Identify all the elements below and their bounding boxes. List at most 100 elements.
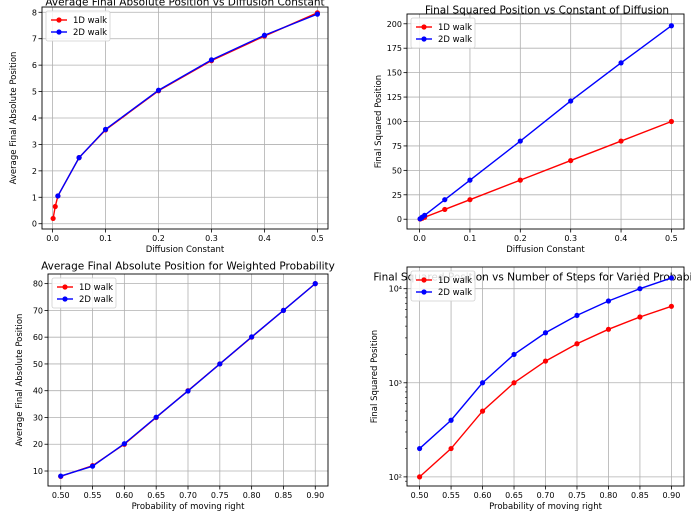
legend: 1D walk 2D walk bbox=[51, 277, 117, 309]
x-tick-label: 0.50 bbox=[411, 491, 429, 500]
data-point bbox=[668, 303, 675, 309]
series-2d-walk bbox=[417, 23, 675, 222]
series-line bbox=[57, 13, 318, 197]
x-tick-label: 0.4 bbox=[615, 234, 628, 243]
x-tick-label: 0.65 bbox=[505, 491, 523, 500]
y-tick-label: 10² bbox=[389, 473, 402, 482]
y-tick-label: 10³ bbox=[389, 379, 402, 388]
x-tick-label: 0.80 bbox=[243, 491, 261, 500]
data-point bbox=[58, 473, 64, 479]
data-point bbox=[568, 157, 574, 164]
y-tick-label: 50 bbox=[33, 360, 43, 369]
chart-title: Average Final Absolute Position for Weig… bbox=[41, 261, 335, 273]
legend: 1D walk 2D walk bbox=[410, 270, 476, 302]
legend-marker bbox=[421, 289, 427, 295]
data-point bbox=[121, 441, 127, 447]
legend-marker bbox=[421, 24, 427, 30]
data-point bbox=[605, 298, 612, 304]
data-point bbox=[442, 197, 448, 203]
y-tick-label: 125 bbox=[387, 93, 402, 102]
data-point bbox=[208, 57, 215, 63]
x-tick-label: 0.70 bbox=[537, 491, 555, 500]
y-tick-label: 100 bbox=[387, 118, 402, 127]
data-point bbox=[479, 408, 486, 414]
series-line bbox=[419, 25, 672, 220]
data-point bbox=[249, 334, 255, 340]
y-tick-label: 4 bbox=[32, 114, 37, 123]
legend-box bbox=[45, 10, 111, 42]
legend-label: 2D walk bbox=[438, 35, 472, 45]
series-line bbox=[52, 12, 318, 219]
data-point bbox=[511, 351, 517, 358]
x-tick-label: 0.2 bbox=[514, 234, 527, 243]
series-2d-walk bbox=[55, 11, 321, 199]
chart-panel-4: 0.50 0.55 0.60 0.65 0.70 0.75 0.80 0.85 0.90 10² 1… bbox=[370, 266, 691, 512]
data-point bbox=[102, 126, 109, 132]
y-tick-label: 0 bbox=[397, 215, 402, 224]
data-point bbox=[422, 212, 428, 218]
legend-box bbox=[410, 17, 476, 49]
data-point bbox=[52, 203, 58, 210]
data-point bbox=[185, 388, 191, 394]
x-axis-label: Diffusion Constant bbox=[146, 245, 225, 255]
x-tick-label: 0.4 bbox=[258, 234, 271, 243]
data-point bbox=[448, 417, 454, 423]
data-point bbox=[479, 380, 486, 386]
y-tick-label: 60 bbox=[33, 333, 43, 342]
y-axis-label: Average Final Absolute Position bbox=[9, 52, 19, 185]
chart-panel-3: 0.50 0.55 0.60 0.65 0.70 0.75 0.80 0.85 0.90 10 20… bbox=[15, 261, 335, 513]
data-point bbox=[76, 155, 82, 161]
data-point bbox=[618, 60, 624, 66]
x-tick-label: 0.2 bbox=[152, 234, 165, 243]
x-tick-label: 0.5 bbox=[311, 234, 324, 243]
data-point bbox=[542, 358, 549, 364]
data-point bbox=[50, 215, 56, 222]
y-tick-label: 10⁴ bbox=[389, 285, 402, 294]
legend-label: 1D walk bbox=[73, 16, 107, 26]
y-axis-label: Average Final Absolute Position bbox=[15, 314, 25, 447]
x-tick-label: 0.65 bbox=[147, 491, 165, 500]
x-tick-label: 0.1 bbox=[99, 234, 112, 243]
data-point bbox=[542, 330, 549, 336]
x-axis-label: Probability of moving right bbox=[489, 502, 603, 512]
legend-label: 1D walk bbox=[79, 283, 113, 293]
y-tick-label: 175 bbox=[387, 44, 402, 53]
y-tick-label: 2 bbox=[32, 167, 37, 176]
x-tick-label: 0.85 bbox=[631, 491, 649, 500]
legend-label: 1D walk bbox=[438, 23, 472, 33]
y-tick-label: 50 bbox=[392, 166, 402, 175]
data-point bbox=[416, 474, 423, 480]
legend-label: 2D walk bbox=[79, 295, 113, 305]
y-tick-label: 70 bbox=[33, 306, 43, 315]
data-point bbox=[153, 414, 159, 420]
data-point bbox=[618, 138, 624, 144]
x-tick-label: 0.60 bbox=[115, 491, 133, 500]
data-point bbox=[416, 445, 423, 452]
data-point bbox=[668, 118, 675, 125]
legend-box bbox=[410, 270, 476, 302]
x-tick-label: 0.55 bbox=[442, 491, 460, 500]
series-1d-walk bbox=[416, 303, 675, 480]
y-tick-label: 5 bbox=[32, 88, 37, 97]
series-2d-walk bbox=[58, 281, 318, 479]
data-point bbox=[280, 307, 287, 314]
data-point bbox=[55, 193, 61, 199]
legend-marker bbox=[421, 277, 427, 283]
data-point bbox=[668, 275, 675, 281]
x-tick-label: 0.90 bbox=[663, 491, 681, 500]
y-tick-label: 80 bbox=[33, 280, 43, 289]
chart-title: Final Squared Position vs Constant of Di… bbox=[425, 5, 669, 17]
data-point bbox=[261, 32, 268, 38]
x-tick-label: 0.80 bbox=[600, 491, 618, 500]
data-point bbox=[155, 87, 162, 93]
x-tick-label: 0.85 bbox=[275, 491, 293, 500]
data-point bbox=[568, 98, 574, 104]
y-axis-label: Final Squared Position bbox=[370, 330, 380, 423]
y-tick-label: 3 bbox=[32, 140, 37, 149]
chart-panel-1: 0.0 0.1 0.2 0.3 0.4 0.5 0 1 2 3 4 5 6 7 8 Average Final… bbox=[9, 0, 329, 255]
legend-label: 2D walk bbox=[73, 28, 107, 38]
y-tick-label: 40 bbox=[33, 387, 43, 396]
x-tick-label: 0.0 bbox=[413, 234, 426, 243]
y-tick-label: 7 bbox=[32, 35, 37, 44]
